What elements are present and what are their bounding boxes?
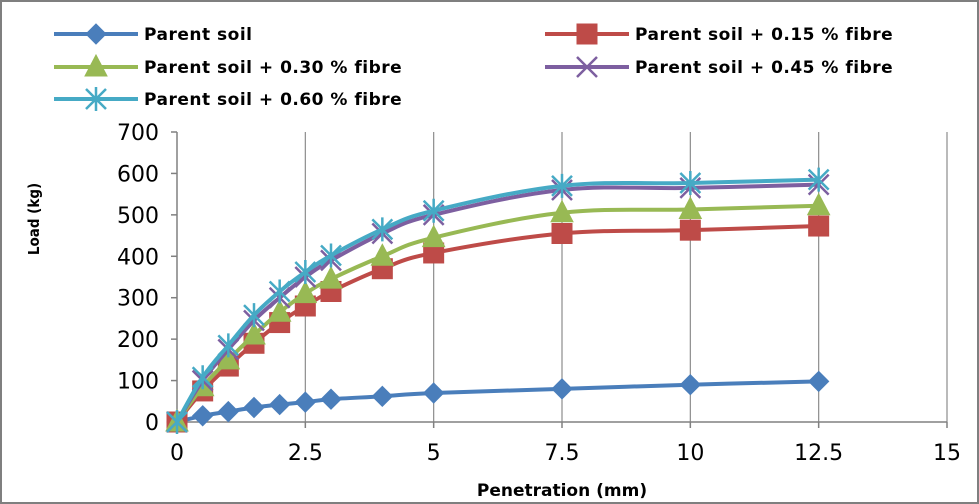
tick-labels: 0 100 200 300 400 500 600 700 0 2.5 5 7.5 10 12.5 15: [117, 121, 961, 466]
legend-marker: [84, 53, 108, 77]
y-tick-label: 300: [117, 287, 159, 312]
data-point-s3-p9: [550, 199, 574, 223]
x-tick-label: 2.5: [288, 441, 323, 466]
y-tick-label: 700: [117, 121, 159, 146]
legend-item-3: Parent soil + 0.30 % fibre: [54, 53, 402, 78]
legend-label: Parent soil + 0.45 % fibre: [635, 58, 893, 78]
data-point-s3-p5: [293, 280, 318, 304]
data-point-s5-p0: [166, 410, 188, 434]
y-tick-label: 100: [117, 370, 159, 395]
data-point-s5-p9: [551, 173, 573, 198]
series-1: [166, 370, 830, 433]
data-point-s1-p4: [268, 393, 291, 416]
data-point-s5-p4: [268, 279, 291, 304]
data-point-s3-p4: [267, 299, 292, 322]
y-tick-label: 0: [145, 411, 159, 436]
x-tick-label: 7.5: [545, 441, 580, 466]
x-axis-title: Penetration (mm): [477, 481, 647, 501]
legend-item-2: Parent soil + 0.15 % fibre: [545, 23, 893, 45]
y-tick-label: 200: [117, 328, 159, 353]
data-point-s5-p10: [679, 170, 702, 195]
x-tick-label: 12.5: [794, 441, 843, 466]
axes: [171, 131, 948, 428]
y-tick-label: 400: [117, 245, 159, 270]
legend-item-1: Parent soil: [54, 23, 253, 45]
data-point-s5-p3: [243, 303, 265, 328]
data-point-s3-p7: [370, 243, 395, 266]
data-point-s5-p2: [217, 333, 240, 358]
data-point-s2-p11: [808, 215, 830, 237]
data-point-s3-p10: [678, 196, 703, 219]
data-point-s5-p1: [191, 365, 214, 390]
data-point-s1-p7: [371, 385, 394, 408]
legend: Parent soil Parent soil + 0.15 % fibre Par…: [54, 23, 893, 111]
data-point-s1-p8: [422, 382, 445, 404]
data-point-s3-p3: [242, 321, 266, 345]
legend-marker: [85, 87, 107, 111]
data-point-s1-p3: [243, 396, 265, 419]
legend-label: Parent soil + 0.30 % fibre: [144, 58, 402, 78]
data-point-s1-p10: [679, 374, 702, 396]
data-point-s1-p9: [551, 378, 573, 400]
legend-label: Parent soil: [144, 25, 253, 45]
grid: [304, 132, 948, 422]
data-point-s1-p5: [294, 391, 317, 413]
x-tick-label: 5: [427, 441, 441, 466]
legend-marker: [576, 23, 598, 45]
series-layer: [165, 167, 831, 434]
series-5: [166, 167, 830, 434]
data-point-s3-p6: [319, 265, 343, 289]
data-point-s2-p10: [679, 219, 701, 241]
data-point-s1-p2: [217, 400, 240, 423]
data-point-s1-p11: [807, 370, 830, 393]
legend-label: Parent soil + 0.15 % fibre: [635, 25, 893, 45]
x-tick-label: 10: [676, 441, 704, 466]
y-axis-title: Load (kg): [25, 183, 43, 255]
legend-label: Parent soil + 0.60 % fibre: [144, 90, 402, 110]
data-point-s3-p8: [421, 224, 446, 248]
legend-marker: [85, 23, 107, 45]
data-point-s5-p5: [294, 260, 317, 285]
data-point-s5-p7: [371, 217, 394, 242]
legend-item-4: Parent soil + 0.45 % fibre: [545, 56, 893, 78]
x-tick-label: 0: [170, 441, 184, 466]
y-tick-label: 600: [117, 162, 159, 187]
data-point-s2-p9: [551, 223, 573, 244]
data-point-s5-p11: [807, 167, 830, 192]
y-tick-label: 500: [117, 204, 159, 229]
data-point-s5-p6: [320, 243, 342, 268]
data-point-s5-p8: [422, 198, 445, 223]
data-point-s1-p1: [191, 405, 214, 427]
data-point-s1-p6: [320, 388, 342, 410]
legend-item-5: Parent soil + 0.60 % fibre: [54, 87, 402, 111]
data-point-s3-p11: [806, 192, 831, 216]
legend-marker: [576, 56, 598, 78]
x-tick-label: 15: [933, 441, 961, 466]
